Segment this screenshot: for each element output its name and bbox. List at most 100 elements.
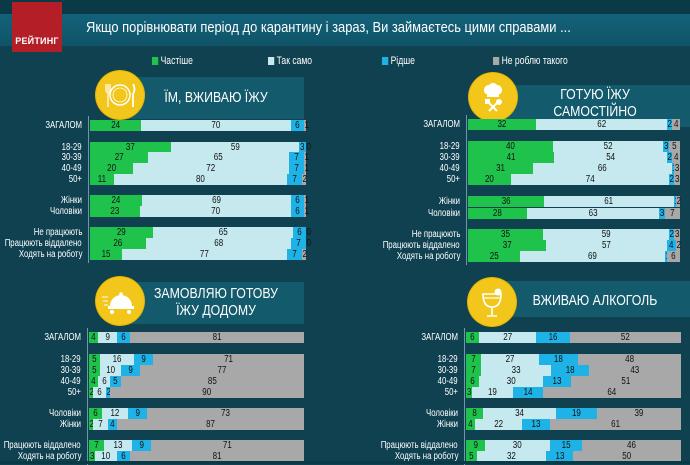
bar-segment-none: 43 — [589, 365, 681, 376]
data-label: 71 — [223, 354, 233, 365]
row-label: 40-49 — [440, 163, 460, 174]
data-label: 26 — [113, 238, 123, 249]
data-label: 28 — [492, 208, 502, 219]
row-label: Не працюють — [411, 229, 460, 240]
bar-segment-less: 6 — [290, 206, 304, 217]
stacked-bar: 5 16 9 71 — [89, 354, 304, 365]
data-label: 12 — [110, 408, 120, 419]
row-label: 50+ — [446, 174, 460, 185]
stacked-bar: 24 69 6 1 — [90, 195, 309, 206]
bar-segment-more: 6 — [466, 332, 479, 343]
data-label: 81 — [212, 451, 222, 462]
data-label: 48 — [624, 354, 634, 365]
bar-segment-same: 77 — [122, 249, 287, 260]
data-label: 90 — [202, 387, 212, 398]
row-label: 18-29 — [438, 354, 458, 365]
data-label: 2 — [676, 240, 681, 251]
bar-segment-more: 37 — [468, 240, 547, 251]
data-label: 6 — [121, 332, 126, 343]
row-label: Жінки — [59, 419, 81, 430]
data-label: 27 — [503, 332, 512, 343]
chart-axis — [88, 116, 89, 263]
data-label: 6 — [671, 251, 676, 262]
stacked-bar: 256916 — [468, 251, 680, 262]
food-delivery-icon — [96, 277, 144, 325]
panel-title-alcohol: ВЖИВАЮ АЛКОГОЛЬ — [532, 292, 658, 309]
data-label: 4 — [673, 152, 678, 163]
data-label: 5 — [113, 376, 119, 387]
stacked-bar: 20 72 7 1 — [90, 163, 309, 174]
data-label: 62 — [597, 119, 606, 130]
row-label: 30-39 — [438, 365, 458, 376]
row-label: ЗАГАЛОМ — [421, 332, 458, 343]
data-label: 32 — [497, 119, 507, 130]
bar-segment-same: 7 — [93, 419, 109, 430]
data-label: 81 — [212, 332, 222, 343]
bar-segment-less: 4 — [667, 240, 676, 251]
bar-segment-none: 7 — [665, 208, 680, 219]
legend-label: Так само — [276, 55, 313, 67]
data-label: 1 — [304, 163, 309, 174]
data-label: 46 — [627, 440, 636, 451]
stacked-bar: 4 6 5 85 — [89, 376, 304, 387]
data-label: 4 — [91, 332, 96, 343]
data-label: 3 — [674, 163, 680, 174]
bar-segment-more: 2 — [89, 387, 94, 398]
data-label: 32 — [506, 451, 516, 462]
data-label: 65 — [214, 152, 223, 163]
bar-segment-same: 27 — [481, 354, 540, 365]
legend-item-less: Рідше — [382, 55, 415, 67]
data-label: 23 — [110, 206, 120, 217]
data-label: 71 — [223, 440, 233, 451]
data-label: 18 — [565, 365, 575, 376]
bar-segment-none: 1 — [303, 152, 309, 163]
data-label: 70 — [211, 120, 221, 131]
data-label: 4 — [669, 240, 674, 251]
data-label: 3 — [659, 208, 665, 219]
bar-segment-none: 5 — [669, 141, 680, 152]
legend-item-more: Частіше — [152, 55, 193, 67]
bottom-band — [0, 461, 690, 464]
data-label: 6 — [97, 387, 102, 398]
bar-segment-same: 63 — [526, 208, 659, 219]
data-label: 19 — [488, 387, 498, 398]
bar-segment-same: 61 — [544, 196, 674, 207]
data-label: 4 — [110, 419, 115, 430]
bar-segment-less: 2 — [667, 119, 672, 130]
data-label: 61 — [604, 196, 614, 207]
data-label: 2 — [676, 196, 681, 207]
bar-segment-less: 9 — [120, 365, 141, 376]
bar-segment-less: 16 — [536, 332, 571, 343]
data-label: 6 — [101, 376, 107, 387]
data-label: 24 — [111, 195, 121, 206]
bar-segment-none: 81 — [129, 451, 304, 462]
bar-segment-none: 71 — [151, 440, 304, 451]
bar-segment-none: 51 — [571, 376, 681, 387]
data-label: 15 — [561, 440, 571, 451]
bar-segment-none: 3 — [673, 229, 680, 240]
data-label: 65 — [218, 227, 228, 238]
data-label: 22 — [493, 419, 503, 430]
data-label: 80 — [195, 174, 205, 185]
data-label: 39 — [634, 408, 644, 419]
bar-segment-none: 1 — [303, 206, 309, 217]
bar-segment-same: 10 — [95, 451, 117, 462]
data-label: 7 — [292, 249, 297, 260]
bar-segment-same: 80 — [113, 174, 287, 185]
data-label: 6 — [93, 408, 98, 419]
bar-segment-same: 30 — [478, 376, 544, 387]
stacked-bar: 32 62 2 4 — [468, 119, 680, 130]
data-label: 6 — [470, 376, 475, 387]
data-label: 16 — [548, 332, 558, 343]
data-label: 2 — [669, 174, 675, 185]
bar-segment-more: 26 — [90, 238, 146, 249]
bar-segment-more: 8 — [466, 408, 484, 419]
stacked-bar: 3 10 6 81 — [89, 451, 304, 462]
data-label: 13 — [531, 419, 541, 430]
data-label: 18 — [553, 354, 563, 365]
row-label: 18-29 — [61, 354, 81, 365]
bar-segment-less: 3 — [663, 141, 670, 152]
row-label: Не працюють — [33, 227, 82, 238]
panel-title-delivery: ЗАМОВЛЯЮ ГОТОВУ ЇЖУ ДОДОМУ — [154, 285, 278, 319]
data-label: 25 — [489, 251, 499, 262]
